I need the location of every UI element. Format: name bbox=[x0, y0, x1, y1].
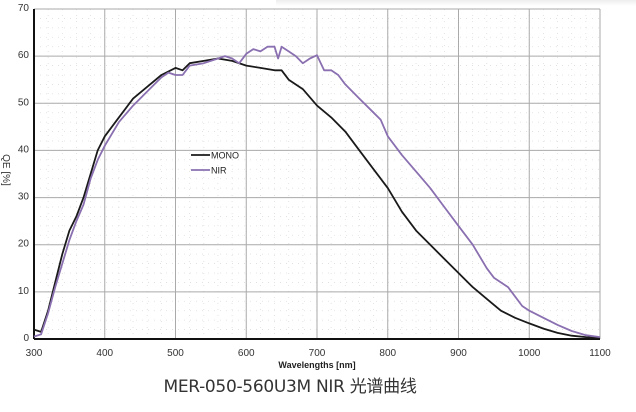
chart-caption: MER-050-560U3M NIR 光谱曲线 bbox=[163, 377, 417, 397]
major-grid bbox=[33, 8, 601, 340]
top-shadow bbox=[276, 0, 636, 6]
x-tick-label: 400 bbox=[96, 348, 113, 359]
qe-spectrum-chart: 300 400 500 600 700 800 900 1000 1100 0 10 20 30 40 50… bbox=[0, 3, 611, 370]
series-line-nir bbox=[33, 45, 601, 338]
x-tick-label: 600 bbox=[238, 348, 255, 359]
x-tick-label: 1000 bbox=[518, 348, 541, 359]
series-line-mono bbox=[33, 57, 601, 339]
legend: MONO NIR bbox=[191, 151, 239, 176]
y-axis-label: QE [%] bbox=[0, 154, 11, 186]
x-tick-label: 300 bbox=[26, 348, 43, 359]
legend-label-mono: MONO bbox=[211, 151, 239, 161]
y-tick-label: 20 bbox=[18, 239, 30, 250]
x-tick-label: 900 bbox=[450, 348, 467, 359]
y-tick-label: 10 bbox=[18, 286, 30, 297]
x-tick-label: 500 bbox=[167, 348, 184, 359]
x-tick-label: 800 bbox=[379, 348, 396, 359]
x-tick-label: 1100 bbox=[589, 348, 611, 359]
axes bbox=[33, 9, 600, 340]
y-tick-label: 40 bbox=[18, 144, 30, 155]
y-tick-label: 0 bbox=[23, 333, 29, 344]
y-tick-label: 50 bbox=[18, 97, 30, 108]
tick-labels: 300 400 500 600 700 800 900 1000 1100 0 10 20 30 40 50… bbox=[18, 3, 611, 359]
x-axis-label: Wavelengths [nm] bbox=[278, 360, 355, 370]
y-tick-label: 70 bbox=[18, 3, 30, 14]
x-tick-label: 700 bbox=[309, 348, 326, 359]
y-tick-label: 30 bbox=[18, 192, 30, 203]
series-lines bbox=[33, 45, 601, 339]
y-tick-label: 60 bbox=[18, 50, 30, 61]
legend-label-nir: NIR bbox=[211, 166, 227, 176]
